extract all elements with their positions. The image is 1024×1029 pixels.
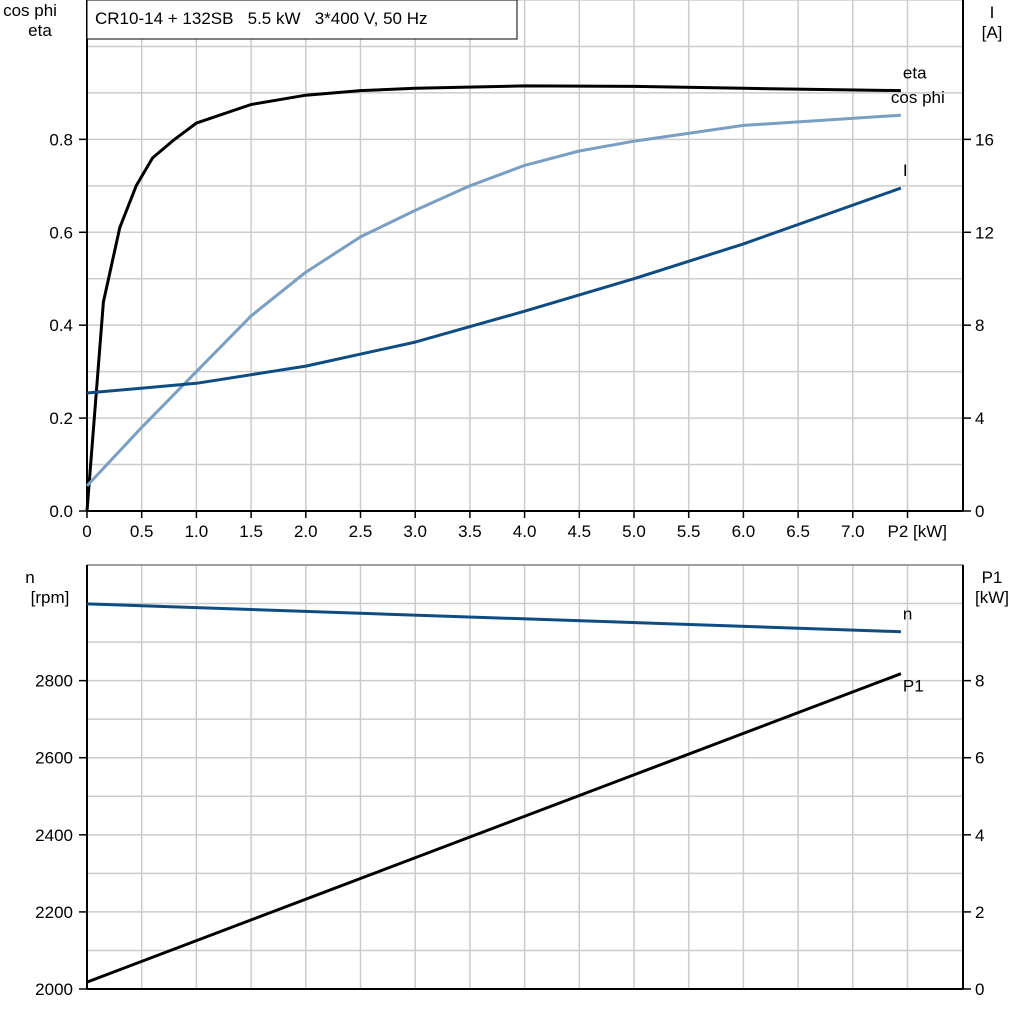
x-tick-label: 6.0 (732, 522, 756, 541)
left-tick-label: 0.6 (49, 223, 73, 242)
left-tick-label: 2000 (35, 980, 73, 999)
left-axis-label: cos phi (3, 1, 57, 20)
series-line-eta (85, 84, 901, 512)
x-tick-label: 5.0 (622, 522, 646, 541)
right-axis-unit: [A] (982, 23, 1003, 42)
right-tick-label: 4 (975, 826, 984, 845)
x-tick-label: 0.5 (130, 522, 154, 541)
right-axis-label: P1 (982, 568, 1003, 587)
series-line-n (86, 602, 901, 634)
x-tick-label: 7.0 (841, 522, 865, 541)
x-tick-label: 1.0 (185, 522, 209, 541)
x-tick-label: 2.5 (349, 522, 373, 541)
left-tick-label: 2800 (35, 672, 73, 691)
left-tick-label: 2600 (35, 749, 73, 768)
series-label-cos-phi: cos phi (891, 88, 945, 107)
right-axis-unit: [kW] (975, 588, 1009, 607)
series-label-I: I (903, 161, 908, 180)
x-tick-label: 4.0 (513, 522, 537, 541)
left-tick-label: 2400 (35, 826, 73, 845)
x-tick-label: 4.5 (567, 522, 591, 541)
left-tick-label: 2200 (35, 903, 73, 922)
right-tick-label: 0 (975, 980, 984, 999)
title-box (86, 0, 518, 40)
right-tick-label: 0 (975, 502, 984, 521)
right-tick-label: 2 (975, 903, 984, 922)
x-tick-label: 2.0 (294, 522, 318, 541)
right-tick-label: 8 (975, 316, 984, 335)
chart-title: CR10-14 + 132SB 5.5 kW 3*400 V, 50 Hz (95, 9, 427, 28)
left-axis-unit: [rpm] (31, 588, 70, 607)
series-line-cos-phi (85, 113, 901, 487)
left-tick-label: 0.2 (49, 409, 73, 428)
x-tick-label: 1.5 (239, 522, 263, 541)
x-tick-label: P2 [kW] (888, 522, 948, 541)
right-tick-label: 4 (975, 409, 984, 428)
right-tick-label: 8 (975, 672, 984, 691)
x-tick-label: 5.5 (677, 522, 701, 541)
left-tick-label: 0.8 (49, 130, 73, 149)
right-tick-label: 16 (975, 130, 994, 149)
series-label-n: n (903, 605, 912, 624)
right-axis-label: I (990, 3, 995, 22)
x-tick-label: 3.0 (403, 522, 427, 541)
right-tick-label: 12 (975, 223, 994, 242)
x-tick-label: 6.5 (786, 522, 810, 541)
x-tick-label: 0 (82, 522, 91, 541)
series-line-I (86, 186, 902, 395)
x-tick-label: 3.5 (458, 522, 482, 541)
left-tick-label: 0.0 (49, 502, 73, 521)
series-line-P1 (86, 672, 902, 984)
right-tick-label: 6 (975, 749, 984, 768)
series-label-P1: P1 (903, 677, 924, 696)
left-axis-unit: eta (28, 21, 52, 40)
series-label-eta: eta (903, 64, 927, 83)
left-tick-label: 0.4 (49, 316, 73, 335)
left-axis-label: n (25, 568, 34, 587)
